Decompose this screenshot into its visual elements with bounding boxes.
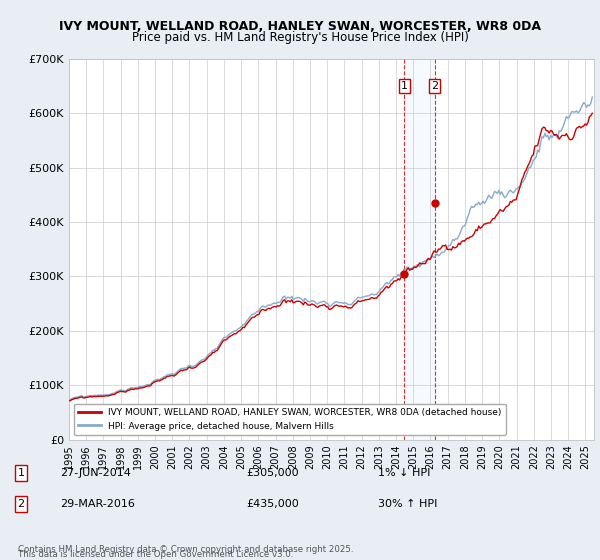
Text: 29-MAR-2016: 29-MAR-2016 [60, 499, 135, 509]
Text: This data is licensed under the Open Government Licence v3.0.: This data is licensed under the Open Gov… [18, 550, 293, 559]
Text: 30% ↑ HPI: 30% ↑ HPI [378, 499, 437, 509]
Text: £305,000: £305,000 [246, 468, 299, 478]
Text: 1% ↓ HPI: 1% ↓ HPI [378, 468, 430, 478]
Legend: IVY MOUNT, WELLAND ROAD, HANLEY SWAN, WORCESTER, WR8 0DA (detached house), HPI: : IVY MOUNT, WELLAND ROAD, HANLEY SWAN, WO… [74, 404, 506, 435]
Bar [404, 59, 434, 440]
Text: £435,000: £435,000 [246, 499, 299, 509]
Text: Contains HM Land Registry data © Crown copyright and database right 2025.: Contains HM Land Registry data © Crown c… [18, 545, 353, 554]
Text: 2: 2 [17, 499, 25, 509]
Text: 1: 1 [17, 468, 25, 478]
Text: Price paid vs. HM Land Registry's House Price Index (HPI): Price paid vs. HM Land Registry's House … [131, 31, 469, 44]
Text: 27-JUN-2014: 27-JUN-2014 [60, 468, 131, 478]
Text: 1: 1 [401, 81, 408, 91]
Text: IVY MOUNT, WELLAND ROAD, HANLEY SWAN, WORCESTER, WR8 0DA: IVY MOUNT, WELLAND ROAD, HANLEY SWAN, WO… [59, 20, 541, 32]
Text: 2: 2 [431, 81, 438, 91]
